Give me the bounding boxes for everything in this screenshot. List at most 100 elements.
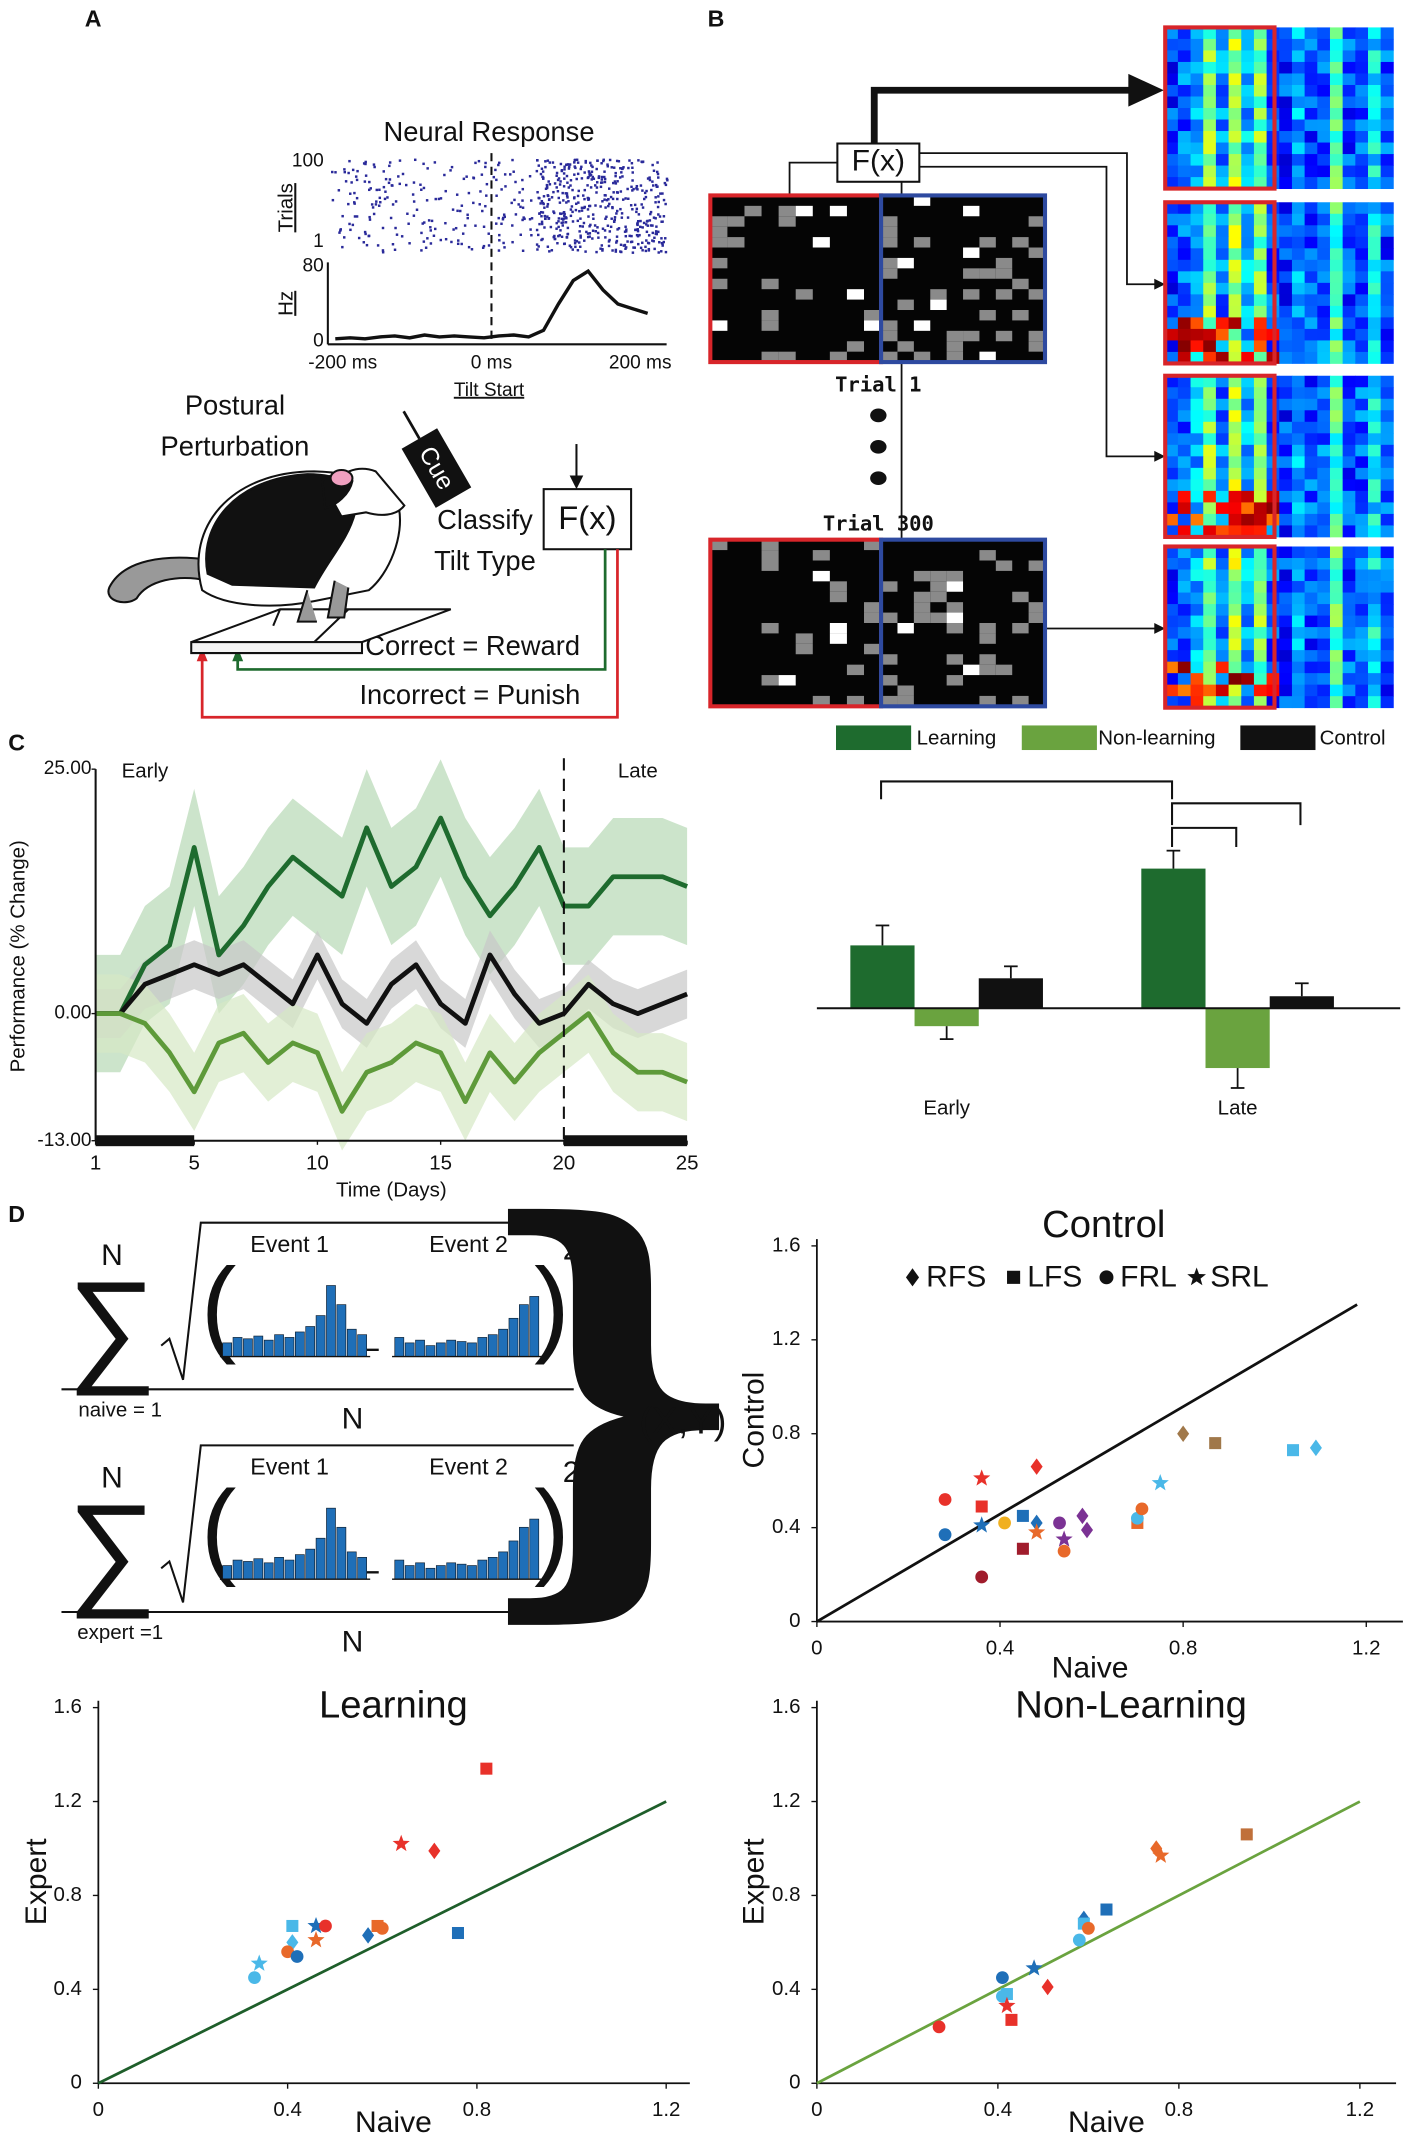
y-tick-label: 1.6 — [772, 1233, 800, 1256]
spike — [574, 245, 577, 249]
hist-bar — [435, 1342, 446, 1357]
reference-line — [816, 1800, 1361, 2085]
raster-cell — [897, 695, 914, 707]
spike — [557, 177, 561, 180]
raster-cell — [930, 591, 947, 603]
heatmap-cell — [1253, 569, 1268, 582]
heatmap-cell — [1165, 569, 1179, 582]
heatmap-cell — [1279, 479, 1293, 492]
heatmap-cell — [1228, 202, 1242, 215]
heatmap-cell — [1367, 27, 1382, 40]
spike — [574, 208, 578, 212]
heatmap-cell — [1329, 684, 1344, 697]
spike — [562, 185, 566, 188]
heatmap-cell — [1228, 259, 1242, 272]
heatmap-cell — [1177, 119, 1191, 132]
heatmap-cell — [1342, 351, 1356, 364]
spike — [394, 226, 397, 230]
heatmap-cell — [1317, 225, 1331, 238]
heatmap-cell — [1253, 479, 1268, 492]
heatmap-cell — [1253, 410, 1268, 423]
heatmap-cell — [1380, 317, 1394, 330]
heatmap-cell — [1367, 225, 1382, 238]
point — [932, 2020, 946, 2034]
heatmap-cell — [1190, 444, 1204, 457]
heatmap-cell — [1291, 410, 1306, 423]
spike — [578, 224, 582, 228]
heatmap-cell — [1177, 96, 1191, 109]
spike — [495, 222, 498, 225]
raster-cell — [727, 237, 745, 248]
heatmap-cell — [1329, 581, 1344, 593]
heatmap-cell — [1329, 108, 1344, 120]
raster-ylabel: Trials — [274, 183, 297, 232]
raster-cell — [761, 310, 779, 321]
spike — [559, 229, 562, 232]
heatmap-cell — [1177, 154, 1191, 166]
heatmap-cell — [1228, 569, 1242, 582]
heatmap-cell — [1279, 502, 1293, 515]
heatmap-cell — [1291, 661, 1306, 674]
spike — [655, 170, 659, 174]
heatmap-cell — [1380, 38, 1394, 51]
spike — [349, 192, 352, 195]
spike — [578, 230, 581, 233]
spike — [363, 180, 367, 183]
heatmap-cell — [1317, 259, 1331, 272]
raster-cell — [897, 257, 914, 269]
heatmap-cell — [1317, 38, 1331, 51]
heatmap-cell — [1177, 84, 1191, 97]
heatmap-cell — [1279, 604, 1293, 616]
raster-cell — [995, 289, 1013, 300]
spike — [664, 183, 668, 187]
heatmap-cell — [1329, 248, 1344, 261]
heatmap-cell — [1317, 444, 1331, 457]
heatmap-cell — [1177, 673, 1191, 686]
heatmap-cell — [1215, 581, 1229, 593]
raster-cell — [913, 320, 931, 331]
heatmap-cell — [1380, 546, 1394, 559]
heatmap-cell — [1241, 398, 1255, 411]
heatmap-cell — [1317, 581, 1331, 593]
spike — [563, 168, 566, 171]
function-box — [542, 488, 633, 551]
hist-bar — [425, 1567, 436, 1580]
spike — [648, 178, 652, 182]
heatmap-cell — [1215, 650, 1229, 663]
heatmap-cell — [1355, 317, 1369, 330]
heatmap-cell — [1253, 558, 1268, 570]
spike — [616, 228, 619, 231]
heatmap-cell — [1279, 661, 1293, 674]
spike — [580, 209, 584, 212]
spike — [529, 228, 532, 231]
point — [1028, 1523, 1046, 1540]
heatmap-cell — [1228, 661, 1242, 674]
heatmap-cell — [1190, 38, 1204, 51]
spike — [613, 180, 617, 183]
point — [1209, 1437, 1222, 1450]
raster-cell — [897, 622, 914, 634]
y-tick-label: 0.8 — [772, 1883, 800, 1906]
spike — [573, 158, 577, 162]
heatmap-cell — [1228, 282, 1242, 295]
heatmap-cell — [1215, 684, 1229, 697]
heatmap-cell — [1342, 108, 1356, 120]
heatmap-cell — [1177, 661, 1191, 674]
spike — [459, 209, 462, 213]
heatmap-cell — [1291, 142, 1306, 155]
spike — [544, 165, 547, 169]
hist-bar — [326, 1507, 336, 1580]
heatmap-cell — [1304, 317, 1318, 330]
spike — [601, 227, 605, 230]
heatmap-cell — [1367, 271, 1382, 284]
heatmap-cell — [1241, 375, 1255, 388]
x-tick-label: 20 — [552, 1151, 575, 1174]
hist-bar — [263, 1339, 274, 1357]
heatmap-cell — [1241, 165, 1255, 178]
y-tick-label: 0.8 — [53, 1883, 81, 1906]
heatmap-cell — [1253, 119, 1268, 132]
heatmap-cell — [1253, 592, 1268, 605]
x-tick-label: 0.8 — [463, 2098, 491, 2121]
heatmap-cell — [1253, 627, 1268, 640]
heatmap-cell — [1279, 513, 1293, 526]
